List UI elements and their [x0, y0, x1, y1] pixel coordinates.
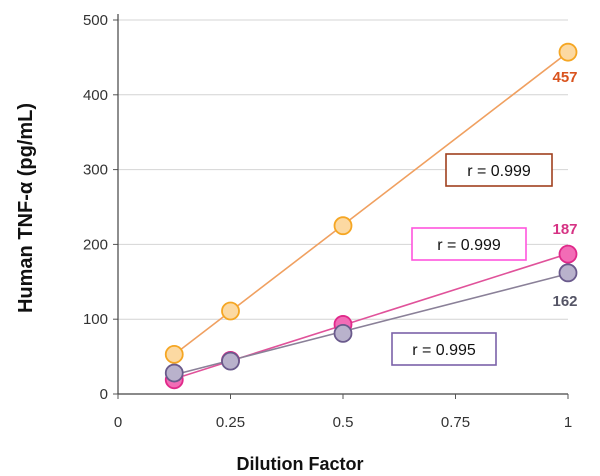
y-tick-label: 400: [83, 87, 108, 104]
series-1-point: [164, 344, 184, 364]
x-axis-title: Dilution Factor: [237, 454, 364, 474]
series-2-point: [558, 244, 578, 264]
series-1-r-label: r = 0.999: [467, 163, 531, 180]
series-lines: [173, 51, 569, 380]
x-tick-label: 0: [114, 414, 122, 431]
series-2-r-box: [411, 227, 527, 261]
y-tick-label: 200: [83, 236, 108, 253]
x-tick-label: 0.5: [333, 414, 354, 431]
x-tick-label: 0.75: [441, 414, 470, 431]
series-2-r-label: r = 0.999: [437, 237, 501, 254]
series-3-point: [164, 363, 184, 383]
series-3-r-label: r = 0.995: [412, 342, 476, 359]
correlation-boxes: r = 0.999 r = 0.999 r = 0.995: [391, 153, 553, 366]
y-tick-label: 500: [83, 12, 108, 29]
series-1-r-box: [445, 153, 553, 187]
series-1-point: [221, 301, 240, 321]
series-3-point: [333, 324, 353, 343]
x-tick-labels: 0 0.25 0.5 0.75 1: [114, 414, 572, 431]
series-end-labels: 457 187 162: [552, 69, 577, 310]
series-3-fit-line: [174, 272, 569, 376]
series-3-point: [558, 263, 578, 283]
series-3-r-box: [391, 332, 497, 366]
y-tick-labels: 0 100 200 300 400 500: [83, 12, 108, 403]
series-1-end-label: 457: [552, 69, 577, 86]
series-1-point: [558, 42, 578, 62]
y-tick-label: 300: [83, 162, 108, 179]
series-1-fit-line: [173, 51, 569, 356]
series-3-point: [221, 351, 240, 371]
x-tick-label: 1: [564, 414, 572, 431]
series-1-point: [333, 216, 353, 236]
y-tick-label: 0: [100, 386, 108, 403]
data-points: [164, 42, 578, 390]
series-2-end-label: 187: [552, 221, 577, 238]
y-axis-title: Human TNF-α (pg/mL): [15, 103, 37, 313]
series-3-end-label: 162: [552, 293, 577, 310]
axes: [113, 14, 569, 399]
y-tick-label: 100: [83, 311, 108, 328]
x-tick-label: 0.25: [216, 414, 245, 431]
